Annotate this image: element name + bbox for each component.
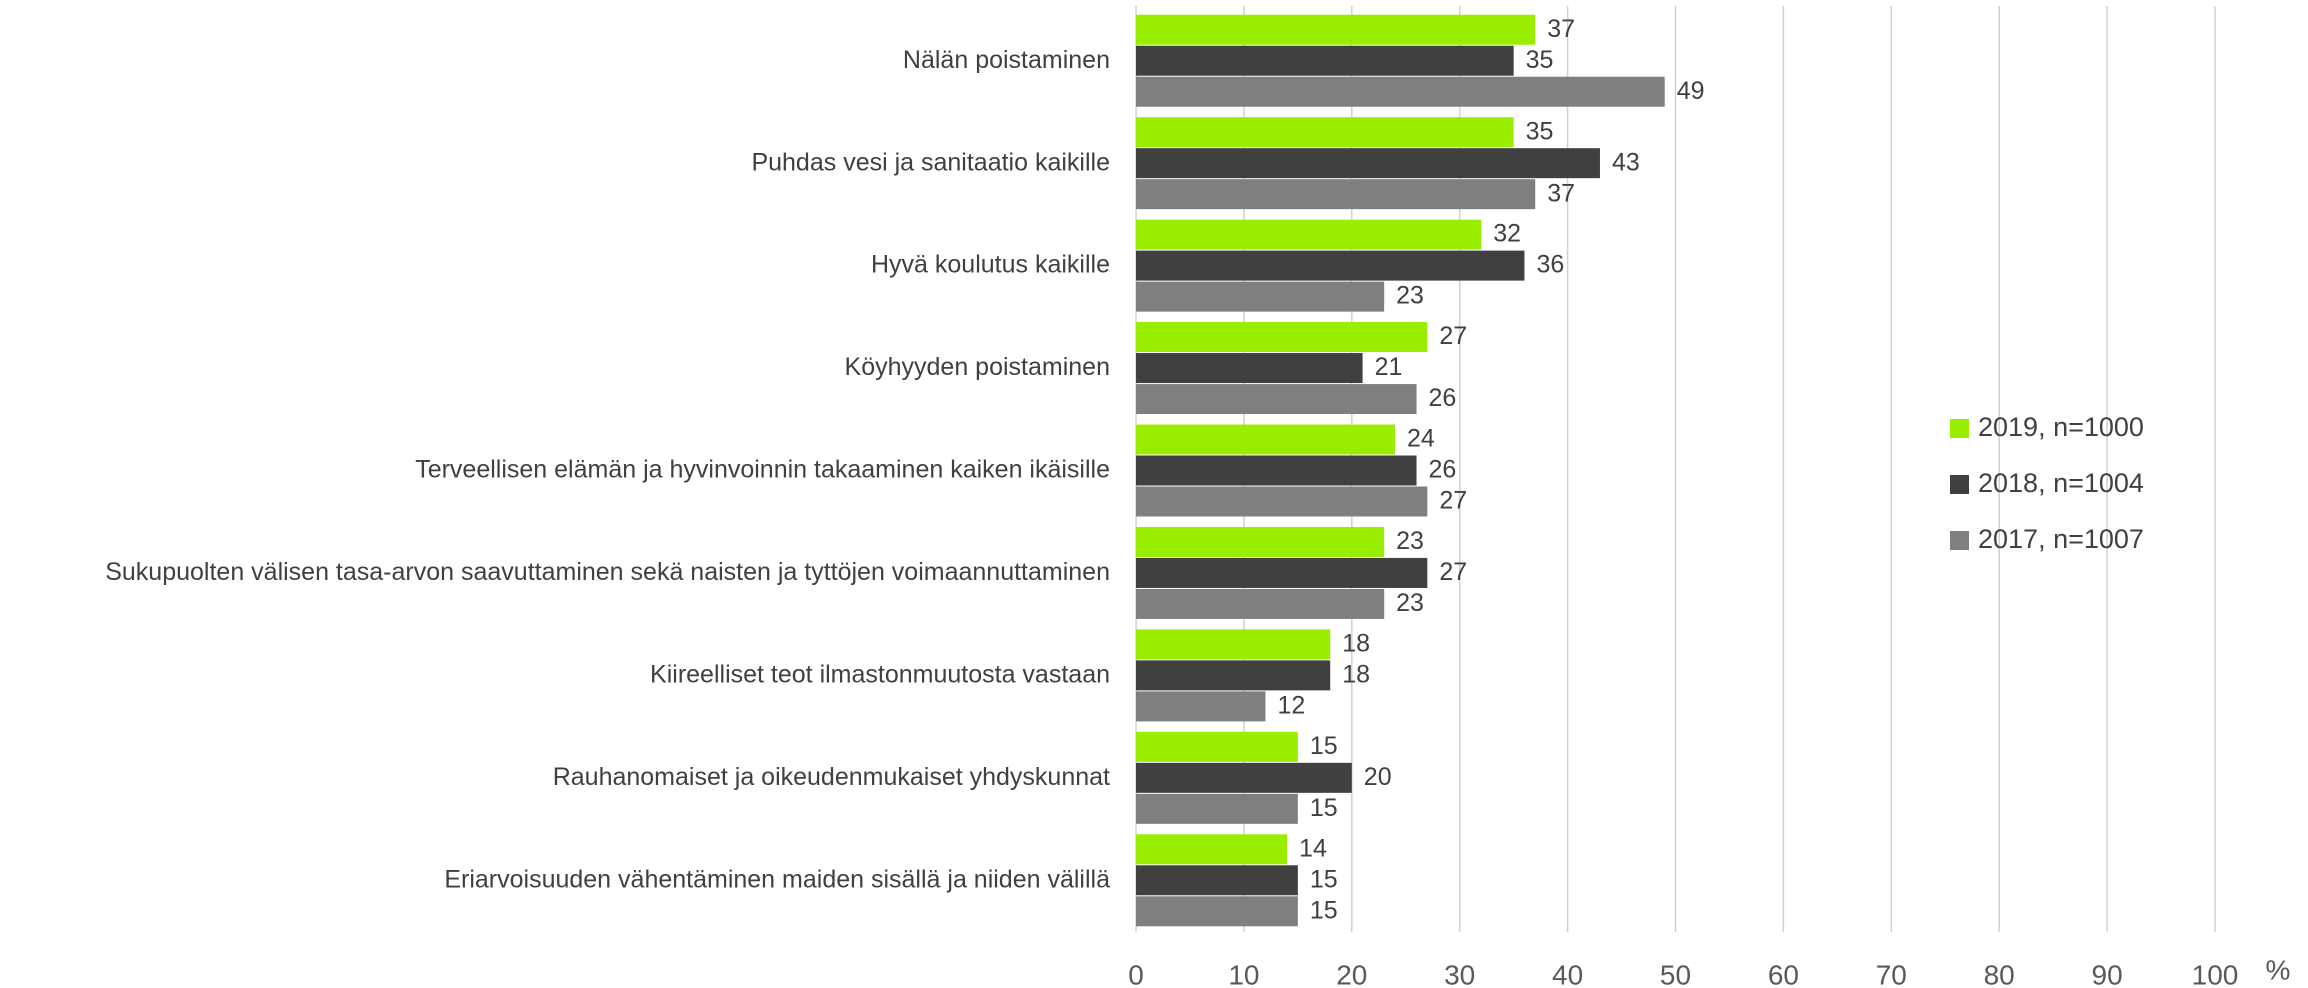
bar	[1136, 526, 1385, 557]
value-label: 32	[1493, 220, 1521, 248]
value-label: 20	[1364, 763, 1392, 791]
x-tick-label: 30	[1444, 959, 1475, 988]
value-label: 15	[1310, 794, 1338, 822]
bar	[1136, 45, 1514, 76]
value-label: 18	[1342, 629, 1370, 657]
x-tick-label: 60	[1768, 959, 1799, 988]
category-label: Hyvä koulutus kaikille	[871, 251, 1110, 279]
value-label: 23	[1396, 589, 1424, 617]
category-label: Terveellisen elämän ja hyvinvoinnin taka…	[415, 456, 1110, 484]
legend-marker	[1950, 475, 1969, 494]
value-label: 26	[1429, 456, 1457, 484]
bar	[1136, 281, 1385, 312]
bar	[1136, 865, 1298, 896]
value-label: 43	[1612, 148, 1640, 176]
bar	[1136, 353, 1363, 384]
bar	[1136, 588, 1385, 619]
bar	[1136, 76, 1665, 107]
category-label: Sukupuolten välisen tasa-arvon saavuttam…	[105, 558, 1110, 586]
bar	[1136, 250, 1525, 281]
legend-label: 2017, n=1007	[1978, 524, 2144, 554]
category-label: Köyhyyden poistaminen	[845, 353, 1110, 381]
bar	[1136, 486, 1428, 517]
value-label: 15	[1310, 732, 1338, 760]
value-label: 27	[1439, 322, 1467, 350]
legend-marker	[1950, 531, 1969, 550]
value-label: 18	[1342, 660, 1370, 688]
bar	[1136, 557, 1428, 588]
x-tick-label: 80	[1984, 959, 2015, 988]
x-axis-label: %	[2266, 954, 2291, 985]
value-label: 24	[1407, 425, 1435, 453]
bar	[1136, 629, 1331, 660]
category-label: Kiireelliset teot ilmastonmuutosta vasta…	[650, 660, 1110, 688]
value-label: 27	[1439, 558, 1467, 586]
value-label: 14	[1299, 834, 1327, 862]
bar	[1136, 219, 1482, 250]
x-tick-label: 100	[2192, 959, 2239, 988]
bar	[1136, 793, 1298, 824]
value-label: 23	[1396, 527, 1424, 555]
legend-label: 2018, n=1004	[1978, 468, 2144, 498]
bar	[1136, 384, 1417, 415]
value-label: 35	[1526, 117, 1554, 145]
bar	[1136, 660, 1331, 691]
x-tick-label: 70	[1876, 959, 1907, 988]
value-label: 26	[1429, 384, 1457, 412]
x-tick-label: 10	[1228, 959, 1259, 988]
value-label: 27	[1439, 487, 1467, 515]
x-tick-label: 50	[1660, 959, 1691, 988]
value-label: 36	[1536, 251, 1564, 279]
value-label: 35	[1526, 46, 1554, 74]
legend-label: 2019, n=1000	[1978, 412, 2144, 442]
category-label: Nälän poistaminen	[903, 46, 1110, 74]
category-label: Eriarvoisuuden vähentäminen maiden sisäl…	[444, 865, 1110, 893]
bar	[1136, 424, 1395, 455]
bar	[1136, 322, 1428, 353]
value-label: 21	[1375, 353, 1403, 381]
bar	[1136, 762, 1352, 793]
value-label: 37	[1547, 15, 1575, 43]
x-tick-label: 20	[1336, 959, 1367, 988]
bar	[1136, 834, 1288, 865]
category-label: Rauhanomaiset ja oikeudenmukaiset yhdysk…	[553, 763, 1110, 791]
bar	[1136, 691, 1266, 722]
bar	[1136, 14, 1536, 45]
x-tick-label: 0	[1128, 959, 1144, 988]
value-label: 37	[1547, 179, 1575, 207]
bar	[1136, 731, 1298, 762]
x-tick-label: 90	[2092, 959, 2123, 988]
bar	[1136, 117, 1514, 148]
value-label: 49	[1677, 77, 1705, 105]
x-tick-label: 40	[1552, 959, 1583, 988]
bar	[1136, 896, 1298, 927]
value-label: 23	[1396, 282, 1424, 310]
bar	[1136, 179, 1536, 210]
bar	[1136, 148, 1600, 179]
bar	[1136, 455, 1417, 486]
value-label: 15	[1310, 865, 1338, 893]
legend-marker	[1950, 419, 1969, 438]
value-label: 15	[1310, 896, 1338, 924]
value-label: 12	[1277, 691, 1305, 719]
category-label: Puhdas vesi ja sanitaatio kaikille	[751, 148, 1110, 176]
